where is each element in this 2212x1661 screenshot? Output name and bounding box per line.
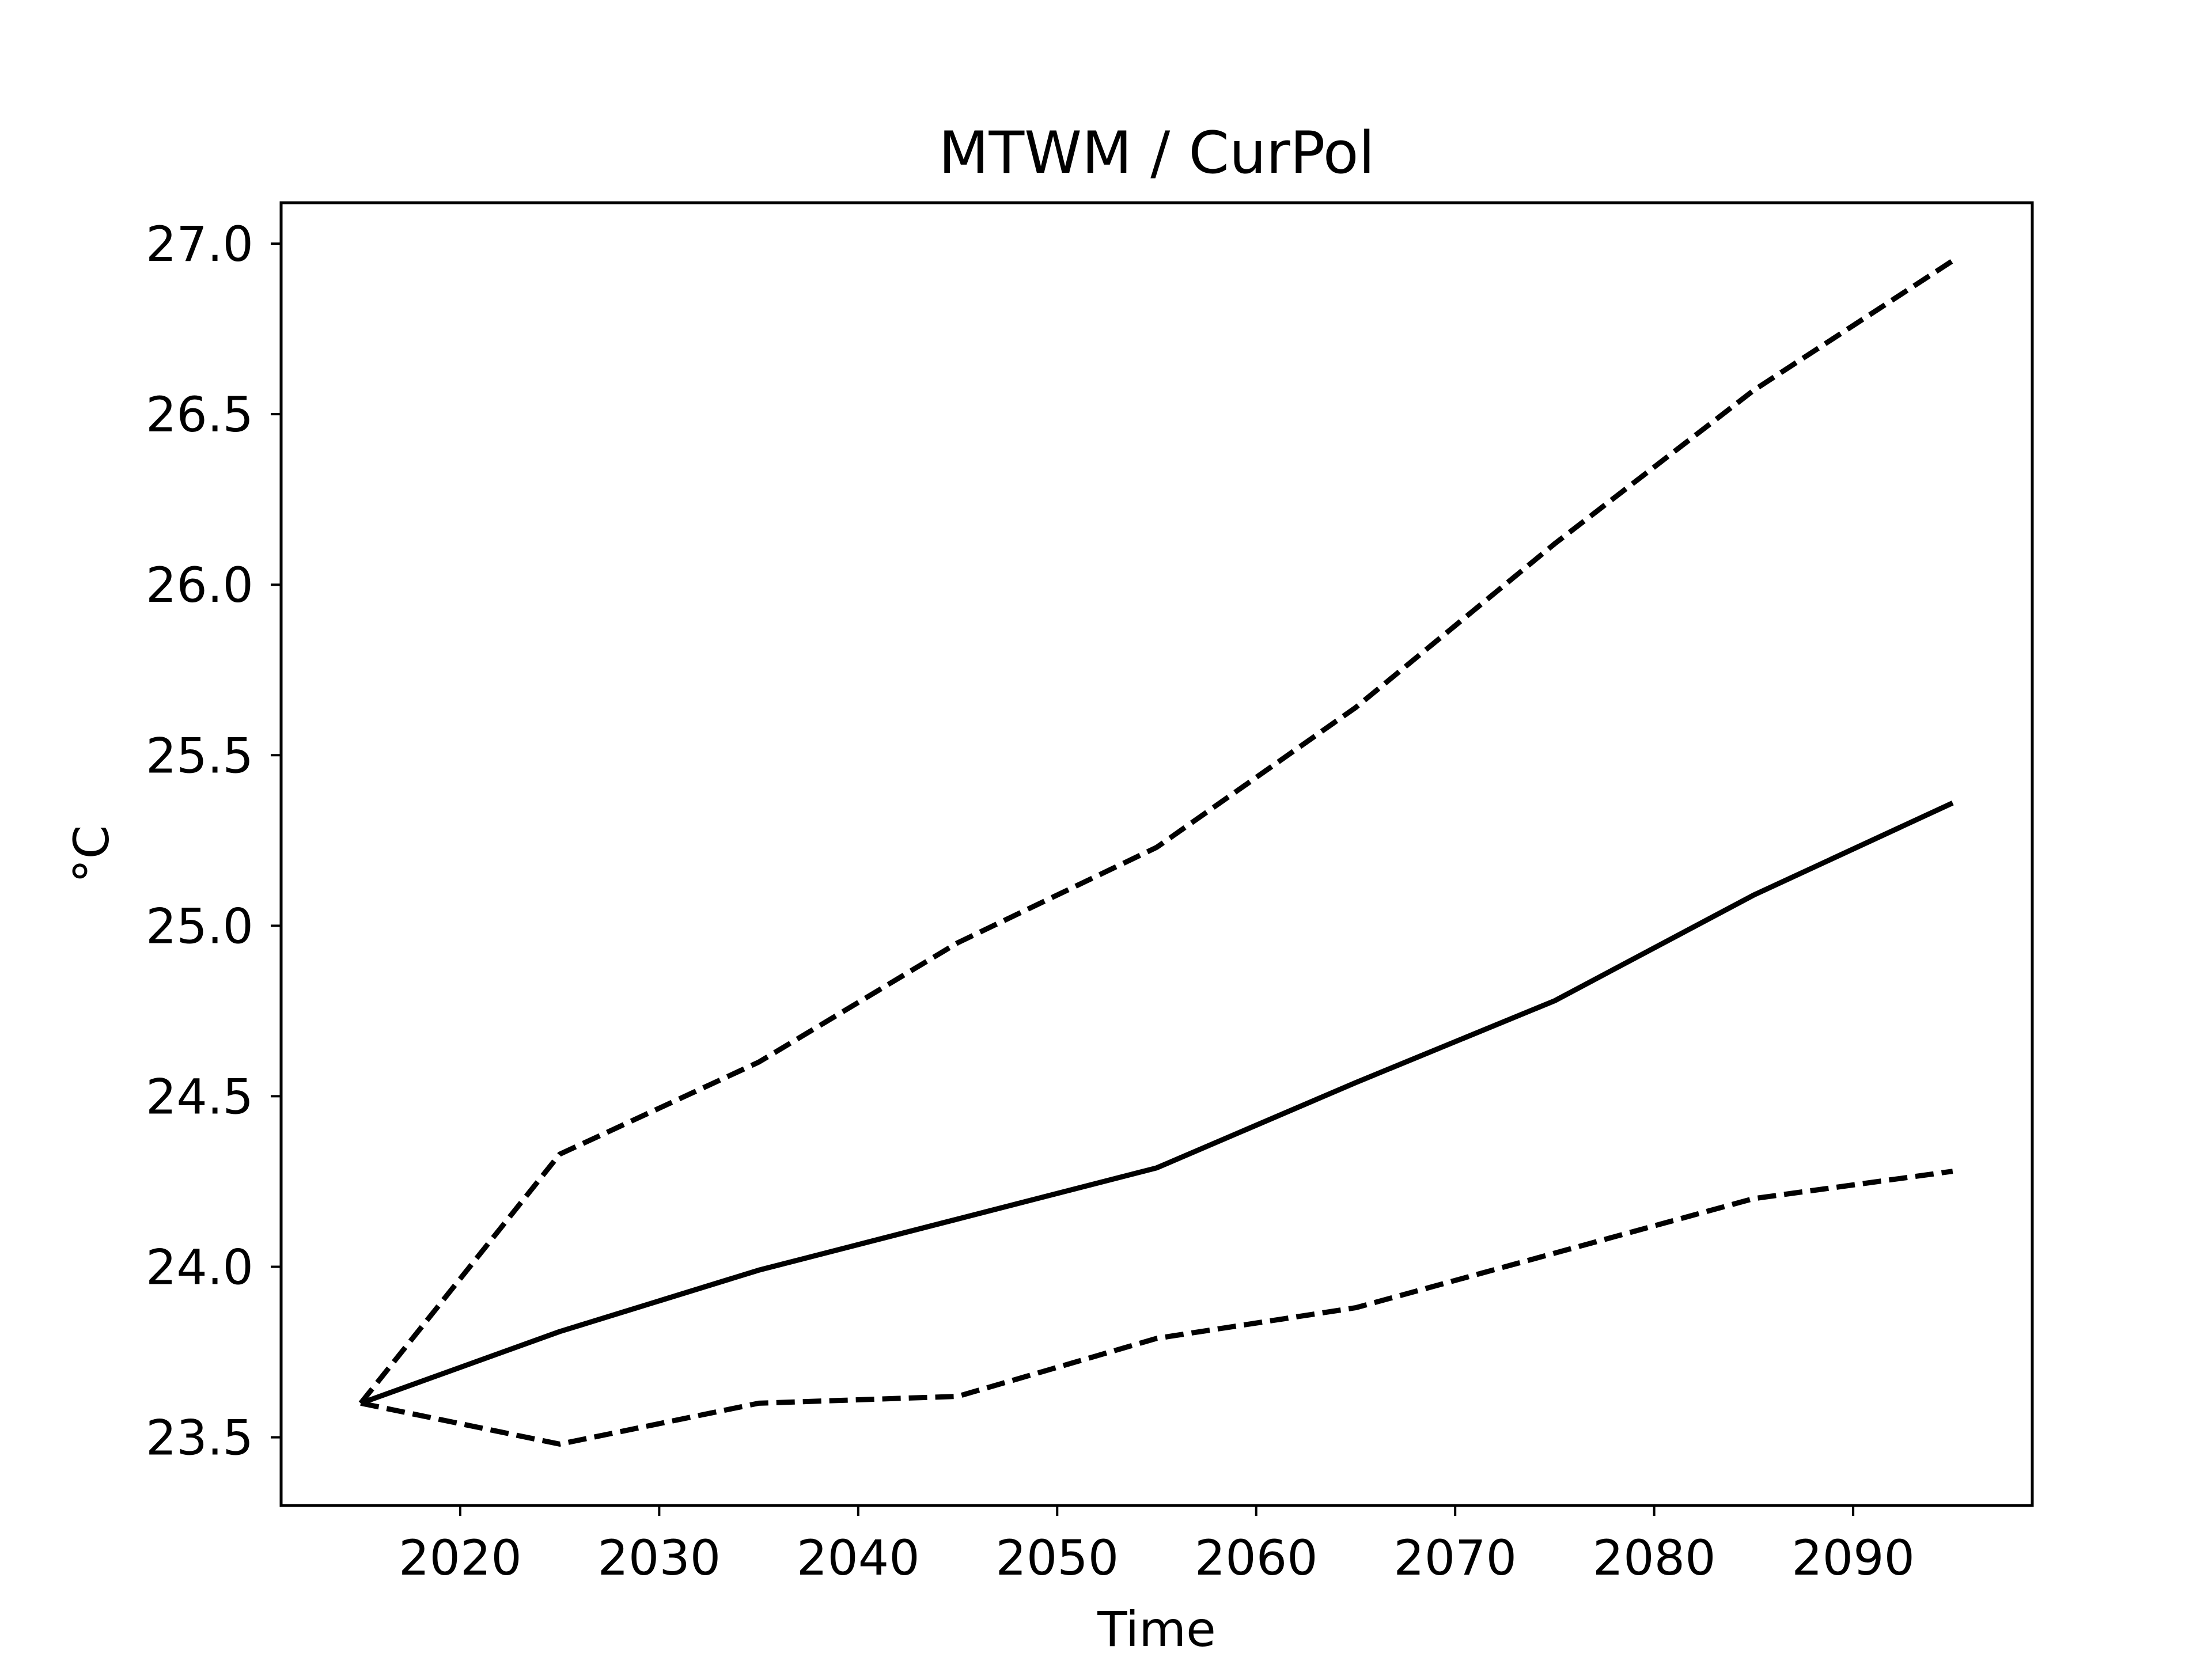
y-tick-label: 25.5 (146, 727, 253, 784)
y-axis-title: °C (63, 825, 120, 883)
y-tick-label: 23.5 (146, 1410, 253, 1466)
y-tick-label: 26.5 (146, 386, 253, 443)
chart-title: MTWM / CurPol (938, 119, 1374, 187)
y-tick-label: 24.5 (146, 1068, 253, 1125)
y-tick-label: 25.0 (146, 898, 253, 954)
y-tick-label: 27.0 (146, 216, 253, 272)
x-tick-label: 2040 (797, 1530, 920, 1586)
x-axis-title: Time (1097, 1601, 1216, 1658)
solid-series-line (359, 801, 1954, 1406)
y-tick-label: 24.0 (146, 1239, 253, 1295)
x-tick-label: 2020 (399, 1530, 522, 1586)
ticks-layer: 2020 2030 2040 2050 2060 2070 2080 2090 23.5 24.0… (146, 216, 1915, 1586)
x-tick-label: 2050 (995, 1530, 1119, 1586)
y-tick-label: 26.0 (146, 557, 253, 613)
dashed-series-line (358, 258, 1955, 1405)
plot-area-frame (279, 201, 2034, 1507)
x-tick-label: 2080 (1593, 1530, 1716, 1586)
dashed-series-line (360, 1169, 1953, 1447)
x-tick-label: 2070 (1393, 1530, 1517, 1586)
x-tick-label: 2030 (597, 1530, 721, 1586)
x-tick-label: 2060 (1195, 1530, 1318, 1586)
x-tick-label: 2090 (1791, 1530, 1915, 1586)
series-layer (358, 258, 1955, 1447)
